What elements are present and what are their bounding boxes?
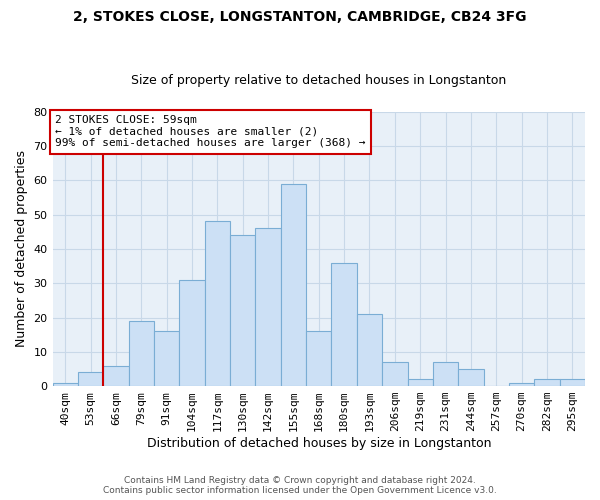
Bar: [205, 222, 230, 386]
Y-axis label: Number of detached properties: Number of detached properties: [15, 150, 28, 348]
Bar: [306, 331, 331, 386]
Text: Contains HM Land Registry data © Crown copyright and database right 2024.
Contai: Contains HM Land Registry data © Crown c…: [103, 476, 497, 495]
Bar: [357, 314, 382, 386]
Bar: [433, 362, 458, 386]
Bar: [53, 382, 78, 386]
Bar: [458, 369, 484, 386]
Bar: [230, 235, 256, 386]
Bar: [407, 379, 433, 386]
Bar: [78, 372, 103, 386]
X-axis label: Distribution of detached houses by size in Longstanton: Distribution of detached houses by size …: [146, 437, 491, 450]
Bar: [509, 382, 534, 386]
Bar: [281, 184, 306, 386]
Bar: [331, 262, 357, 386]
Title: Size of property relative to detached houses in Longstanton: Size of property relative to detached ho…: [131, 74, 506, 87]
Text: 2 STOKES CLOSE: 59sqm
← 1% of detached houses are smaller (2)
99% of semi-detach: 2 STOKES CLOSE: 59sqm ← 1% of detached h…: [55, 115, 365, 148]
Bar: [382, 362, 407, 386]
Bar: [560, 379, 585, 386]
Bar: [534, 379, 560, 386]
Bar: [154, 331, 179, 386]
Bar: [103, 366, 128, 386]
Bar: [179, 280, 205, 386]
Text: 2, STOKES CLOSE, LONGSTANTON, CAMBRIDGE, CB24 3FG: 2, STOKES CLOSE, LONGSTANTON, CAMBRIDGE,…: [73, 10, 527, 24]
Bar: [128, 321, 154, 386]
Bar: [256, 228, 281, 386]
